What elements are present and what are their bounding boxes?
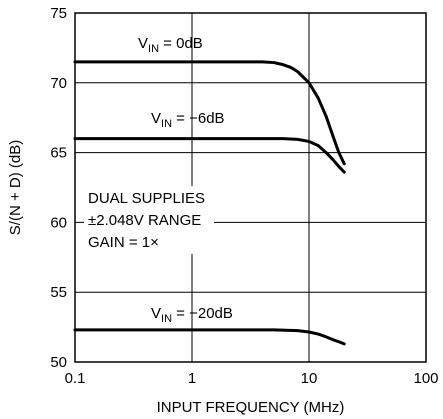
y-tick-label: 70 [50, 75, 67, 92]
x-tick-label: 1 [188, 370, 196, 387]
y-tick-label: 50 [50, 354, 67, 371]
plot-frame [74, 12, 427, 363]
y-axis-title: S/(N + D) (dB) [7, 140, 24, 235]
annotation-line-range: ±2.048V RANGE [88, 212, 201, 229]
series-label-1: VIN = −6dB [151, 110, 225, 130]
y-tick-label: 65 [50, 145, 67, 162]
x-tick-label: 100 [413, 370, 438, 387]
series-label-0: VIN = 0dB [138, 35, 203, 55]
x-tick-label: 0.1 [65, 370, 86, 387]
tick-labels: 0.1 1 10 100 50 55 60 65 70 75 [50, 5, 438, 387]
y-tick-label: 55 [50, 284, 67, 301]
y-tick-label: 75 [50, 5, 67, 22]
y-tick-label: 60 [50, 214, 67, 231]
series-label-2: VIN = −20dB [151, 305, 233, 325]
series-line-1 [73, 137, 346, 174]
x-tick-label: 10 [301, 370, 318, 387]
series-line-2 [73, 328, 346, 346]
annotation-line-gain: GAIN = 1× [88, 234, 159, 251]
series-layer [73, 60, 346, 346]
annotation-line-supplies: DUAL SUPPLIES [88, 190, 205, 207]
series-labels: VIN = 0dB VIN = −6dB VIN = −20dB [138, 35, 233, 325]
series-line-0 [73, 60, 346, 166]
x-axis-title: INPUT FREQUENCY (MHz) [157, 399, 345, 416]
annotation-background [84, 186, 214, 254]
